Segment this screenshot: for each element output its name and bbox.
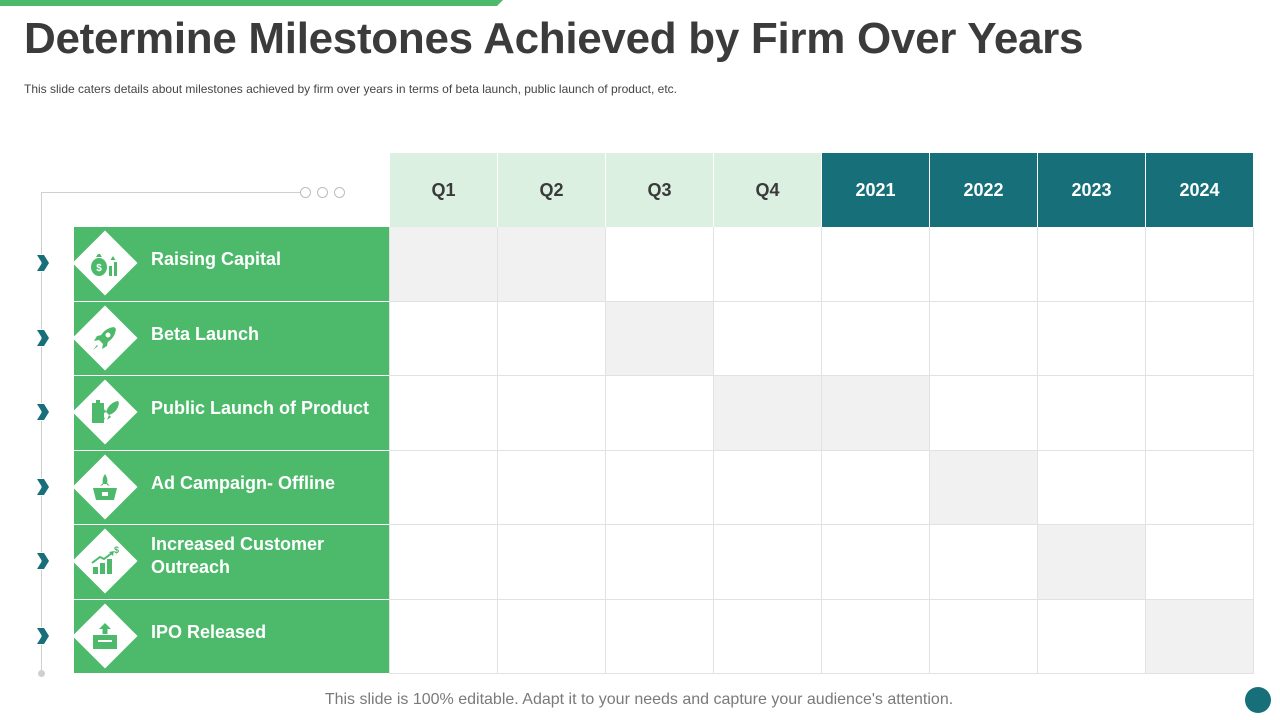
milestone-row: Ad Campaign- Offline bbox=[72, 450, 389, 525]
column-header: Q3 bbox=[606, 153, 714, 227]
milestone-cell-filled bbox=[390, 227, 498, 302]
milestone-cell bbox=[822, 227, 930, 302]
timeline-vertical-line bbox=[41, 192, 42, 674]
chevron-right-icon bbox=[35, 328, 51, 348]
timeline-dot bbox=[317, 187, 328, 198]
milestone-cell bbox=[714, 227, 822, 302]
milestone-label: Raising Capital bbox=[151, 249, 282, 269]
milestone-label: IPO Released bbox=[151, 621, 267, 642]
milestone-cell bbox=[498, 376, 606, 451]
footer-note: This slide is 100% editable. Adapt it to… bbox=[324, 691, 954, 708]
milestone-cell bbox=[930, 599, 1038, 674]
grid-left-border bbox=[389, 227, 390, 674]
milestone-cell bbox=[930, 376, 1038, 451]
milestone-cell bbox=[1038, 227, 1146, 302]
milestone-cell bbox=[390, 301, 498, 376]
timeline-dot bbox=[300, 187, 311, 198]
milestone-cell bbox=[1146, 227, 1254, 302]
milestone-cell bbox=[606, 525, 714, 600]
milestone-label: Increased Customer Outreach bbox=[151, 534, 325, 577]
timeline-dot bbox=[334, 187, 345, 198]
milestone-cell bbox=[390, 525, 498, 600]
milestone-cell-filled bbox=[1146, 599, 1254, 674]
chevron-right-icon bbox=[35, 253, 51, 273]
milestone-cell-filled bbox=[606, 301, 714, 376]
column-header: 2024 bbox=[1146, 153, 1254, 227]
milestone-cell bbox=[1146, 301, 1254, 376]
milestone-cell bbox=[714, 599, 822, 674]
milestone-cell bbox=[1038, 376, 1146, 451]
milestone-cell bbox=[1038, 599, 1146, 674]
milestone-cell bbox=[714, 301, 822, 376]
page-title: Determine Milestones Achieved by Firm Ov… bbox=[24, 14, 1084, 63]
milestone-cell bbox=[390, 376, 498, 451]
svg-text:$: $ bbox=[96, 263, 102, 274]
timeline-end-dot bbox=[38, 670, 45, 677]
milestone-cell bbox=[930, 525, 1038, 600]
milestone-cell bbox=[930, 301, 1038, 376]
milestone-row: $ Raising Capital bbox=[72, 227, 389, 302]
column-header: 2021 bbox=[822, 153, 930, 227]
milestone-cell bbox=[1038, 450, 1146, 525]
milestone-cell-filled bbox=[1038, 525, 1146, 600]
milestone-cell-filled bbox=[930, 450, 1038, 525]
milestone-cell bbox=[606, 450, 714, 525]
milestone-cell bbox=[1146, 376, 1254, 451]
milestone-cell bbox=[498, 301, 606, 376]
milestone-cell bbox=[390, 450, 498, 525]
milestone-cell bbox=[390, 599, 498, 674]
milestone-cell bbox=[822, 525, 930, 600]
campaign-box-icon bbox=[88, 470, 122, 504]
money-bag-icon: $ bbox=[88, 246, 122, 280]
milestone-label: Beta Launch bbox=[151, 323, 260, 344]
milestone-label: Ad Campaign- Offline bbox=[151, 472, 335, 493]
chevron-right-icon bbox=[35, 551, 51, 571]
column-header: 2022 bbox=[930, 153, 1038, 227]
milestone-cell bbox=[714, 450, 822, 525]
product-launch-icon bbox=[88, 395, 122, 429]
milestone-cell bbox=[606, 376, 714, 451]
milestone-cell bbox=[1038, 301, 1146, 376]
rocket-icon bbox=[88, 321, 122, 355]
chevron-right-icon bbox=[35, 477, 51, 497]
svg-text:$: $ bbox=[114, 545, 119, 555]
milestone-cell bbox=[1146, 450, 1254, 525]
column-header: Q4 bbox=[714, 153, 822, 227]
upload-box-icon bbox=[88, 619, 122, 653]
chevron-right-icon bbox=[35, 402, 51, 422]
milestone-cell bbox=[498, 450, 606, 525]
milestone-cell bbox=[714, 525, 822, 600]
milestone-label: Public Launch of Product bbox=[151, 398, 370, 418]
corner-dot bbox=[1245, 687, 1271, 713]
milestone-cell bbox=[822, 301, 930, 376]
column-header: 2023 bbox=[1038, 153, 1146, 227]
milestone-cell bbox=[606, 227, 714, 302]
milestone-cell bbox=[822, 599, 930, 674]
milestone-cell-filled bbox=[714, 376, 822, 451]
chevron-right-icon bbox=[35, 626, 51, 646]
milestone-row: Beta Launch bbox=[72, 301, 389, 376]
milestone-cell bbox=[930, 227, 1038, 302]
milestone-row: Public Launch of Product bbox=[72, 376, 389, 451]
milestone-row: IPO Released bbox=[72, 599, 389, 674]
timeline-horizontal-line bbox=[41, 192, 301, 193]
milestone-row: $ Increased Customer Outreach bbox=[72, 525, 389, 600]
milestone-cell bbox=[606, 599, 714, 674]
page-subtitle: This slide caters details about mileston… bbox=[24, 82, 677, 96]
milestone-cell-filled bbox=[498, 227, 606, 302]
milestone-cell bbox=[1146, 525, 1254, 600]
column-header: Q2 bbox=[498, 153, 606, 227]
growth-chart-icon: $ bbox=[88, 544, 122, 578]
milestone-cell bbox=[498, 525, 606, 600]
milestone-cell bbox=[822, 450, 930, 525]
column-header: Q1 bbox=[390, 153, 498, 227]
milestone-cell bbox=[498, 599, 606, 674]
top-accent-bar bbox=[0, 0, 503, 6]
milestone-cell-filled bbox=[822, 376, 930, 451]
